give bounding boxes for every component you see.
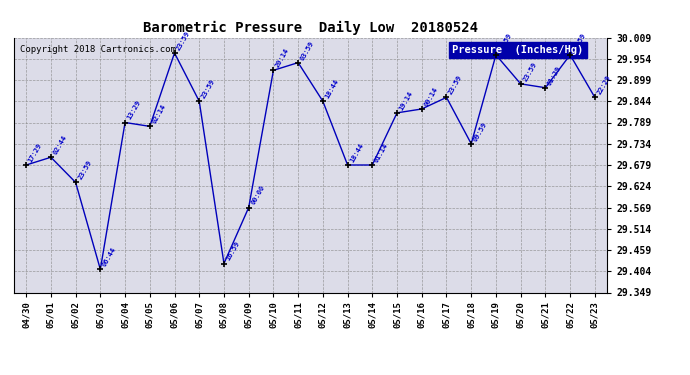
- Text: 00:59: 00:59: [497, 32, 513, 53]
- Text: 23:59: 23:59: [77, 159, 92, 181]
- Text: 20:14: 20:14: [275, 47, 290, 69]
- Text: 00:00: 00:00: [250, 184, 266, 206]
- Text: 00:59: 00:59: [571, 32, 587, 53]
- Text: 13:29: 13:29: [126, 99, 142, 121]
- Text: 01:14: 01:14: [373, 142, 389, 164]
- Text: 00:14: 00:14: [423, 86, 439, 107]
- Text: 03:59: 03:59: [299, 40, 315, 61]
- Text: Pressure  (Inches/Hg): Pressure (Inches/Hg): [452, 45, 584, 55]
- Text: 01:29: 01:29: [546, 65, 562, 86]
- Text: 23:59: 23:59: [522, 61, 538, 82]
- Text: 23:59: 23:59: [448, 75, 464, 96]
- Text: 18:44: 18:44: [324, 78, 340, 100]
- Text: 09:59: 09:59: [473, 121, 489, 142]
- Text: 18:44: 18:44: [349, 142, 364, 164]
- Text: 17:29: 17:29: [28, 142, 43, 164]
- Text: 16:59: 16:59: [225, 241, 241, 262]
- Text: 02:44: 02:44: [52, 134, 68, 156]
- Text: 06:44: 06:44: [101, 246, 117, 268]
- Title: Barometric Pressure  Daily Low  20180524: Barometric Pressure Daily Low 20180524: [143, 21, 478, 35]
- Text: 02:14: 02:14: [151, 104, 167, 125]
- Text: 23:59: 23:59: [201, 78, 216, 100]
- Text: 23:59: 23:59: [176, 30, 192, 51]
- Text: 22:29: 22:29: [596, 75, 612, 96]
- Text: 19:14: 19:14: [398, 90, 414, 111]
- Text: Copyright 2018 Cartronics.com: Copyright 2018 Cartronics.com: [20, 45, 176, 54]
